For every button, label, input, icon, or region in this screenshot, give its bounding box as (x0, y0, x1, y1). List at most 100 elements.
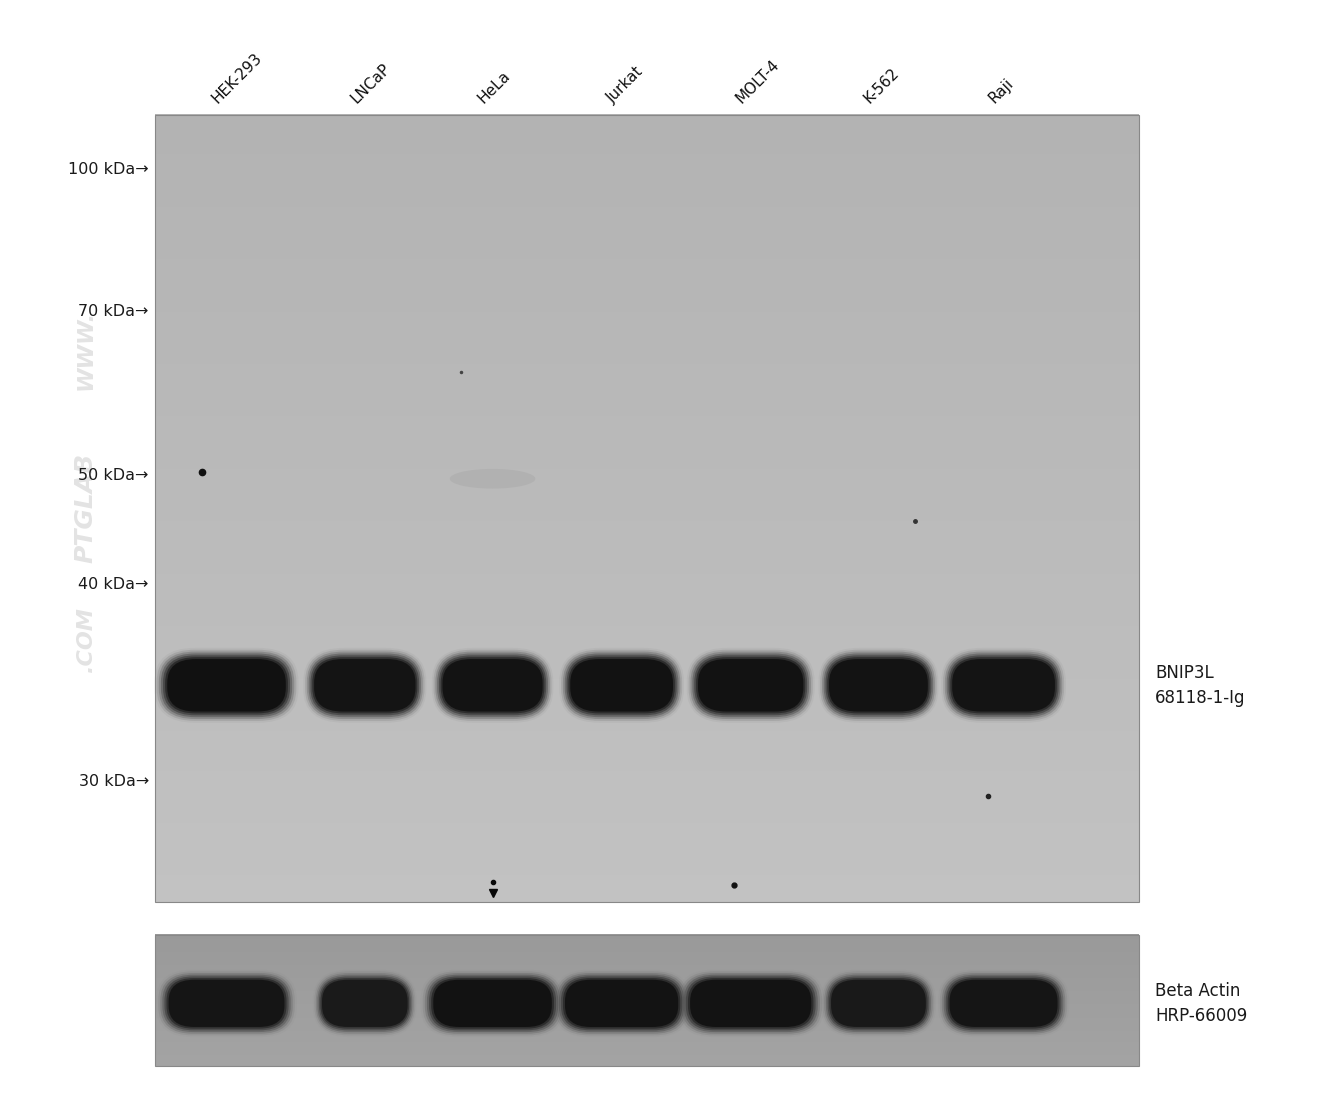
Bar (155, 1021, 1139, 1024)
FancyBboxPatch shape (562, 978, 681, 1029)
FancyBboxPatch shape (166, 978, 287, 1029)
FancyBboxPatch shape (420, 969, 565, 1037)
FancyBboxPatch shape (561, 976, 682, 1031)
FancyBboxPatch shape (948, 978, 1059, 1029)
Bar (155, 415, 1139, 430)
Bar (155, 992, 1139, 996)
Bar (155, 363, 1139, 377)
FancyBboxPatch shape (558, 975, 685, 1032)
Bar (155, 310, 1139, 325)
Bar (155, 1041, 1139, 1044)
FancyBboxPatch shape (818, 648, 939, 722)
Bar (155, 691, 1139, 705)
Bar (155, 166, 1139, 180)
FancyBboxPatch shape (443, 659, 543, 712)
FancyBboxPatch shape (157, 649, 296, 721)
FancyBboxPatch shape (826, 656, 931, 715)
FancyBboxPatch shape (951, 657, 1056, 714)
Bar (155, 997, 1139, 1000)
Bar (155, 179, 1139, 193)
Text: MOLT-4: MOLT-4 (734, 57, 782, 106)
FancyBboxPatch shape (433, 649, 552, 721)
Bar (155, 953, 1139, 956)
FancyBboxPatch shape (165, 657, 288, 714)
Bar (155, 1032, 1139, 1035)
Bar (155, 957, 1139, 961)
Bar (155, 848, 1139, 862)
FancyBboxPatch shape (316, 973, 414, 1034)
Ellipse shape (450, 469, 535, 489)
Bar (155, 972, 1139, 974)
Bar (155, 665, 1139, 679)
FancyBboxPatch shape (307, 651, 423, 719)
Bar (155, 743, 1139, 757)
FancyBboxPatch shape (570, 659, 673, 712)
Bar (155, 1006, 1139, 1009)
Bar (155, 389, 1139, 403)
Text: 40 kDa→: 40 kDa→ (79, 577, 149, 592)
Text: HeLa: HeLa (475, 68, 514, 106)
FancyBboxPatch shape (689, 649, 813, 721)
FancyBboxPatch shape (431, 978, 554, 1029)
FancyBboxPatch shape (161, 973, 292, 1034)
FancyBboxPatch shape (315, 659, 416, 712)
FancyBboxPatch shape (441, 657, 544, 714)
Bar (155, 1019, 1139, 1022)
FancyBboxPatch shape (159, 651, 294, 719)
Bar (155, 560, 1139, 574)
Bar (155, 935, 1139, 1066)
FancyBboxPatch shape (944, 651, 1063, 719)
FancyBboxPatch shape (439, 656, 547, 715)
Bar (155, 1016, 1139, 1020)
FancyBboxPatch shape (557, 973, 686, 1034)
FancyBboxPatch shape (823, 654, 934, 717)
Text: K-562: K-562 (861, 66, 902, 106)
Bar (155, 114, 1139, 128)
Bar (155, 944, 1139, 948)
Bar (155, 520, 1139, 534)
Bar (155, 951, 1139, 954)
FancyBboxPatch shape (437, 654, 548, 717)
Bar (155, 1027, 1139, 1031)
FancyBboxPatch shape (561, 649, 682, 721)
FancyBboxPatch shape (436, 651, 549, 719)
Bar (155, 573, 1139, 587)
Bar (155, 1003, 1139, 1007)
Bar (155, 232, 1139, 246)
FancyBboxPatch shape (680, 972, 822, 1035)
Bar (155, 1010, 1139, 1013)
Bar (155, 936, 1139, 939)
Bar (155, 402, 1139, 416)
Text: 50 kDa→: 50 kDa→ (79, 468, 149, 483)
FancyBboxPatch shape (826, 975, 931, 1032)
FancyBboxPatch shape (161, 654, 292, 717)
Bar (155, 949, 1139, 952)
Bar (155, 809, 1139, 823)
Bar (155, 337, 1139, 351)
FancyBboxPatch shape (154, 648, 299, 722)
FancyBboxPatch shape (830, 978, 927, 1029)
Bar (155, 1062, 1139, 1066)
Bar (155, 796, 1139, 810)
Bar (155, 947, 1139, 950)
FancyBboxPatch shape (427, 975, 558, 1032)
Bar (155, 986, 1139, 989)
Bar (155, 1060, 1139, 1063)
FancyBboxPatch shape (162, 975, 291, 1032)
Bar (155, 769, 1139, 784)
FancyBboxPatch shape (681, 973, 820, 1034)
Text: 30 kDa→: 30 kDa→ (79, 774, 149, 789)
Text: Beta Actin
HRP-66009: Beta Actin HRP-66009 (1155, 982, 1247, 1025)
FancyBboxPatch shape (694, 656, 807, 715)
Bar (155, 324, 1139, 338)
Bar (155, 115, 1139, 902)
FancyBboxPatch shape (693, 654, 809, 717)
Bar (155, 1049, 1139, 1053)
Bar (155, 938, 1139, 941)
Bar (155, 1008, 1139, 1011)
FancyBboxPatch shape (323, 979, 408, 1027)
FancyBboxPatch shape (686, 976, 815, 1031)
Bar (155, 271, 1139, 285)
FancyBboxPatch shape (158, 972, 295, 1035)
FancyBboxPatch shape (827, 657, 930, 714)
